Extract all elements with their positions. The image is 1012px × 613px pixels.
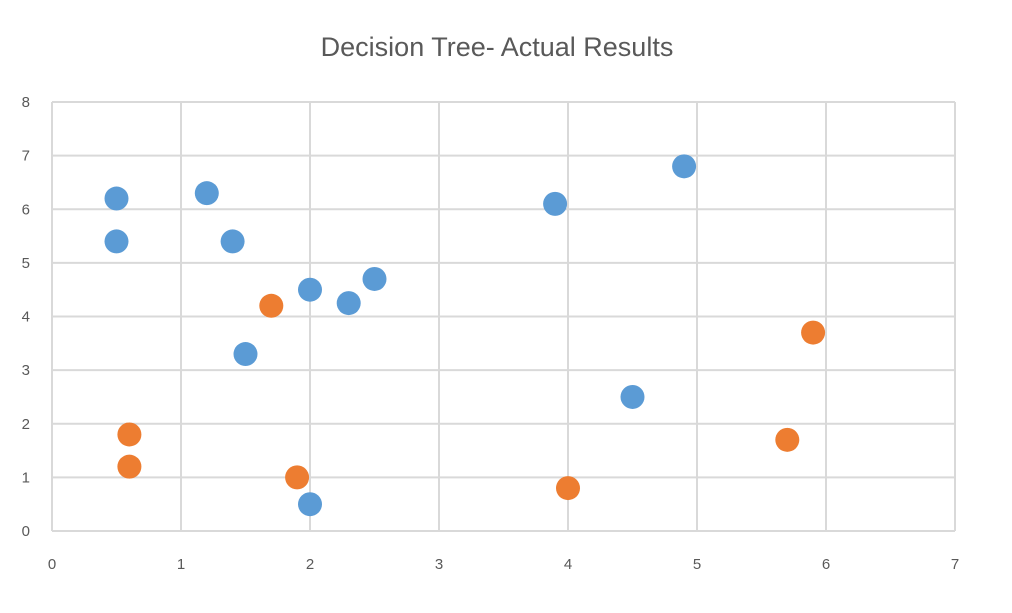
- x-tick-label: 6: [822, 556, 830, 573]
- x-tick-label: 4: [564, 556, 572, 573]
- x-tick-label: 5: [693, 556, 701, 573]
- y-tick-label: 4: [22, 309, 30, 326]
- y-tick-label: 2: [22, 416, 30, 433]
- data-point: [259, 293, 284, 318]
- y-tick-label: 7: [22, 148, 30, 165]
- data-point: [298, 492, 322, 517]
- data-points: [104, 154, 826, 517]
- data-point: [336, 291, 361, 316]
- data-point: [233, 342, 258, 367]
- data-point: [362, 266, 387, 291]
- data-point: [117, 422, 142, 447]
- y-tick-label: 0: [22, 523, 30, 540]
- data-point: [801, 320, 826, 345]
- y-tick-label: 6: [22, 201, 30, 218]
- gridlines: [51, 101, 956, 532]
- data-point: [543, 191, 568, 216]
- y-tick-label: 1: [22, 469, 30, 486]
- chart-title: Decision Tree- Actual Results: [321, 32, 674, 62]
- data-point: [117, 454, 142, 479]
- x-tick-label: 7: [951, 556, 959, 573]
- data-point: [298, 277, 322, 302]
- data-point: [104, 186, 129, 211]
- y-tick-label: 3: [22, 362, 30, 379]
- x-tick-label: 2: [306, 556, 314, 573]
- data-point: [285, 465, 310, 490]
- x-tick-label: 0: [48, 556, 56, 573]
- data-point: [672, 154, 697, 179]
- x-tick-label: 1: [177, 556, 185, 573]
- tick-labels: 0 1 2 3 4 5 6 7 0 1 2 3 4 5 6 7 8: [22, 94, 960, 573]
- data-point: [775, 427, 800, 452]
- data-point: [620, 384, 645, 409]
- y-tick-label: 8: [22, 94, 30, 111]
- x-tick-label: 3: [435, 556, 443, 573]
- data-point: [556, 476, 580, 501]
- data-point: [194, 181, 219, 206]
- data-point: [104, 229, 129, 254]
- data-point: [220, 229, 245, 254]
- y-tick-label: 5: [22, 255, 30, 272]
